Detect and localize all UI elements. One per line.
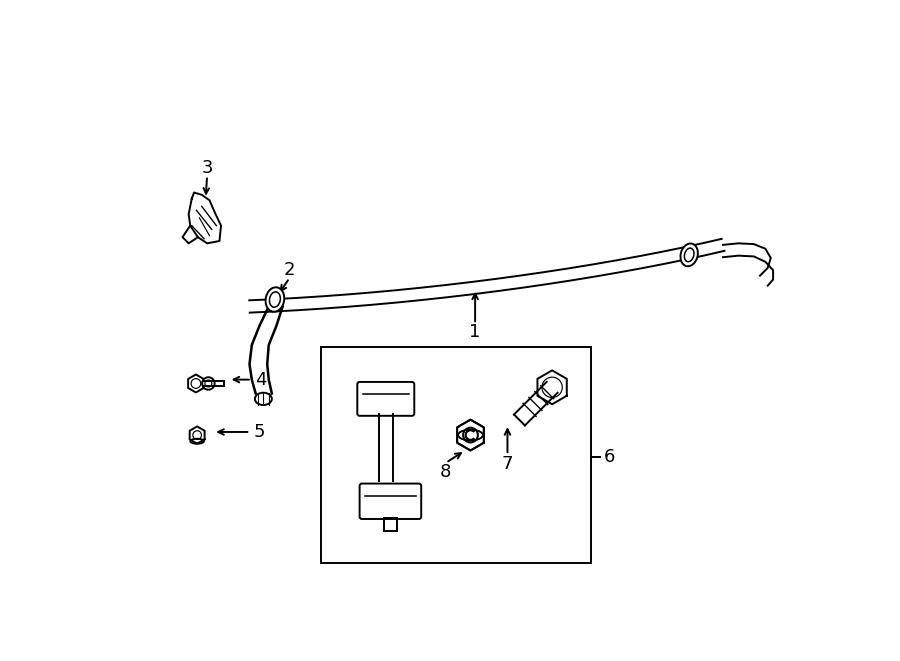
FancyBboxPatch shape [360,484,421,519]
Text: 7: 7 [501,455,513,473]
Ellipse shape [266,288,284,312]
Text: 2: 2 [284,261,295,280]
FancyBboxPatch shape [357,382,414,416]
Ellipse shape [458,430,482,440]
Ellipse shape [255,393,272,405]
Text: 6: 6 [603,447,615,465]
Ellipse shape [202,377,214,390]
Ellipse shape [191,439,204,444]
Ellipse shape [680,243,698,266]
Bar [321,347,590,563]
Text: 3: 3 [202,159,213,177]
Text: 5: 5 [254,423,266,441]
Text: 8: 8 [440,463,452,481]
Text: 4: 4 [256,371,266,389]
Text: 1: 1 [470,323,481,341]
